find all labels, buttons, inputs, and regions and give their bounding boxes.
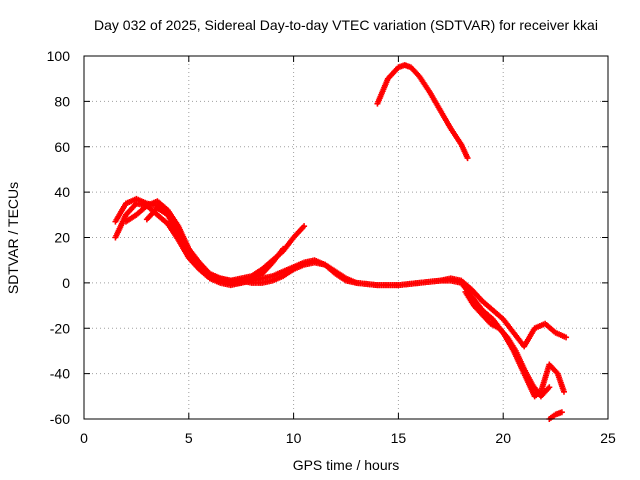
y-axis-label: SDTVAR / TECUs <box>5 182 21 294</box>
data-point <box>546 384 553 391</box>
y-tick-label: 60 <box>54 139 70 155</box>
data-point <box>280 245 287 252</box>
y-tick-label: 80 <box>54 93 70 109</box>
data-point <box>301 223 308 230</box>
y-tick-label: 100 <box>47 48 71 64</box>
y-tick-label: 0 <box>62 275 70 291</box>
data-series <box>112 62 570 422</box>
series-track-e <box>462 288 553 400</box>
x-axis-label: GPS time / hours <box>293 457 400 473</box>
data-point <box>560 388 567 395</box>
x-tick-label: 5 <box>185 430 193 446</box>
x-tick-label: 20 <box>495 430 511 446</box>
y-tick-label: -40 <box>50 366 70 382</box>
series-track-g <box>374 62 471 162</box>
grid <box>84 56 608 419</box>
x-tick-label: 10 <box>286 430 302 446</box>
data-point <box>558 409 565 416</box>
data-point <box>563 334 570 341</box>
data-point <box>464 155 471 162</box>
x-tick-label: 15 <box>391 430 407 446</box>
y-tick-label: -20 <box>50 320 70 336</box>
axis-ticks: 0 5 10 15 20 25 -60 -40 -20 0 20 40 60 80 100 <box>47 48 616 446</box>
chart-title: Day 032 of 2025, Sidereal Day-to-day VTE… <box>94 17 598 33</box>
x-tick-label: 0 <box>80 430 88 446</box>
y-tick-label: 40 <box>54 184 70 200</box>
y-tick-label: -60 <box>50 411 70 427</box>
y-tick-label: 20 <box>54 230 70 246</box>
x-tick-label: 25 <box>600 430 616 446</box>
